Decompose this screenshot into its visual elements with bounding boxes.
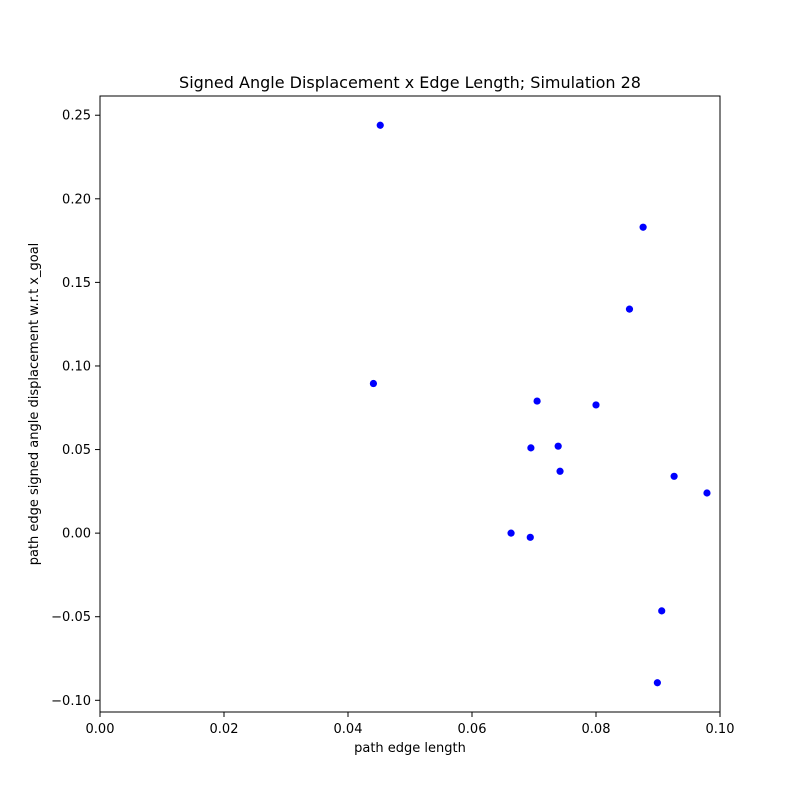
scatter-point xyxy=(554,442,562,450)
scatter-point xyxy=(526,533,534,541)
x-axis-ticks: 0.00 0.02 0.04 0.06 0.08 0.10 xyxy=(86,712,735,737)
y-tick-label: 0.20 xyxy=(62,192,91,207)
chart-title: Signed Angle Displacement x Edge Length;… xyxy=(179,73,641,92)
scatter-point xyxy=(670,472,678,480)
x-tick-label: 0.08 xyxy=(582,722,611,737)
x-tick-label: 0.04 xyxy=(334,722,363,737)
y-tick-label: 0.00 xyxy=(62,527,91,542)
scatter-point xyxy=(369,379,378,388)
scatter-point xyxy=(703,489,711,497)
x-tick-label: 0.06 xyxy=(458,722,487,737)
y-tick-label: −0.10 xyxy=(51,694,91,709)
y-axis-ticks: −0.10 −0.05 0.00 0.05 0.10 0.15 0.20 0.25 xyxy=(51,109,100,709)
y-axis-label: path edge signed angle displacement w.r.… xyxy=(27,243,42,566)
scatter-point xyxy=(653,679,661,687)
scatter-point xyxy=(592,401,600,409)
scatter-point xyxy=(639,223,647,231)
x-tick-label: 0.00 xyxy=(86,722,115,737)
x-tick-label: 0.10 xyxy=(706,722,735,737)
y-tick-label: 0.15 xyxy=(62,276,91,291)
scatter-point xyxy=(527,444,535,452)
scatter-point xyxy=(376,121,384,129)
data-points xyxy=(369,121,711,687)
scatter-point xyxy=(556,467,564,475)
scatter-point xyxy=(507,529,515,537)
x-axis-label: path edge length xyxy=(354,741,466,756)
scatter-point xyxy=(533,397,541,405)
x-tick-label: 0.02 xyxy=(210,722,239,737)
scatter-point xyxy=(625,305,634,313)
y-tick-label: 0.25 xyxy=(62,109,91,124)
y-tick-label: −0.05 xyxy=(51,610,91,625)
y-tick-label: 0.05 xyxy=(62,443,91,458)
y-tick-label: 0.10 xyxy=(62,359,91,374)
scatter-point xyxy=(658,607,666,615)
plot-frame xyxy=(99,95,721,713)
